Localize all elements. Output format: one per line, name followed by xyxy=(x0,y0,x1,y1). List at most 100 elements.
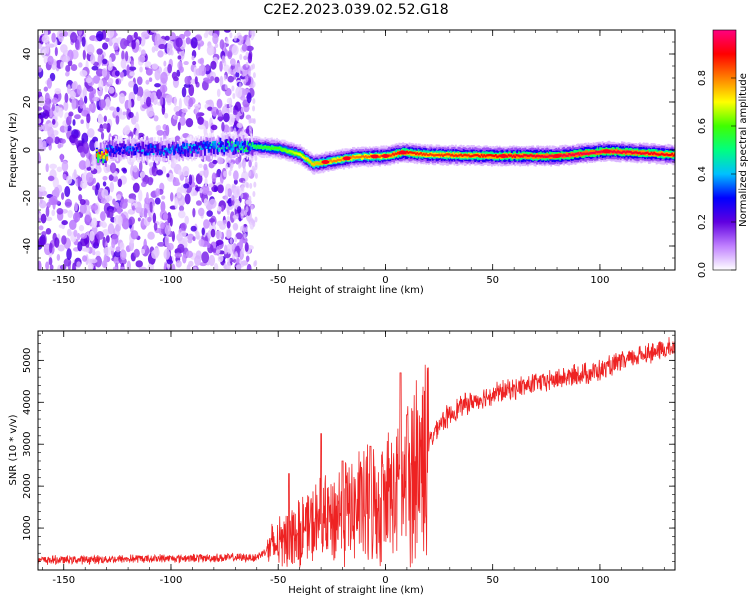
ridge-cell xyxy=(134,143,137,147)
ridge-cell xyxy=(225,147,228,150)
spectrogram-cell xyxy=(223,124,230,135)
spectrogram-cell xyxy=(223,262,227,269)
spectrogram-cell xyxy=(64,198,73,208)
ridge-cell xyxy=(632,151,635,154)
ridge-cell xyxy=(255,146,258,149)
ridge-cell xyxy=(148,143,151,151)
spectrogram-cell xyxy=(50,195,58,205)
spectrogram-cell xyxy=(105,235,110,244)
ridge-cell xyxy=(427,154,430,157)
spectrogram-cell xyxy=(132,165,138,173)
spectrogram-cell xyxy=(163,248,171,260)
ridge-cell xyxy=(319,159,322,165)
spectrogram-cell xyxy=(62,55,71,63)
spectrogram-cell xyxy=(48,257,53,266)
ridge-cell xyxy=(575,152,578,158)
spectrogram-cell xyxy=(91,217,98,228)
ridge-cell xyxy=(237,150,240,153)
ridge-cell xyxy=(662,153,665,156)
spectrogram-cell xyxy=(159,95,164,106)
ridge-cell xyxy=(147,144,150,149)
ridge-cell xyxy=(115,149,118,158)
ridge-cell xyxy=(179,151,182,155)
spectrogram-cell xyxy=(58,107,64,118)
spectrogram-cell xyxy=(216,220,223,227)
spectrogram-cell xyxy=(193,266,198,270)
spectrogram-cell xyxy=(227,68,231,75)
ridge-cell xyxy=(171,145,174,150)
spectrogram-cell xyxy=(151,46,156,53)
ridge-cell xyxy=(176,150,179,153)
spectrogram-cell xyxy=(197,116,204,125)
spectrogram-cell xyxy=(183,83,191,88)
spectrogram-cell xyxy=(219,60,223,72)
ridge-peak xyxy=(553,154,562,158)
ridge-cell xyxy=(204,145,206,148)
spectrogram-cell xyxy=(213,263,219,270)
spectrogram-cell xyxy=(217,157,224,165)
ridge-cell xyxy=(130,150,133,155)
spectrogram-cell xyxy=(92,96,100,102)
ridge-cell xyxy=(165,147,168,150)
spectrogram-cell xyxy=(236,122,243,129)
spectrogram-cell xyxy=(242,180,246,187)
spectrogram-cell xyxy=(154,197,161,205)
spectrogram-cell xyxy=(158,43,167,50)
ridge-cell xyxy=(152,147,155,155)
ridge-cell xyxy=(295,152,298,155)
ridge-cell xyxy=(421,153,424,156)
ridge-cell xyxy=(95,149,98,157)
ridge-cell xyxy=(185,148,188,157)
ridge-cell xyxy=(198,146,201,158)
ridge-cell xyxy=(238,146,241,149)
ridge-cell xyxy=(125,148,128,151)
ridge-cell xyxy=(198,145,201,148)
spectrogram-cell xyxy=(67,84,71,94)
ridge-cell xyxy=(279,148,282,151)
spectrogram-cell xyxy=(167,242,174,251)
ridge-cell xyxy=(104,152,107,155)
spectrogram-cell xyxy=(70,32,78,43)
ridge-cell xyxy=(155,150,157,153)
y-tick-label: 20 xyxy=(22,96,33,109)
ridge-cell xyxy=(306,158,309,161)
spectrogram-cell xyxy=(151,249,159,260)
spectrogram-cell xyxy=(45,261,50,270)
ridge-cell xyxy=(162,152,165,155)
spectrogram-cell xyxy=(96,48,103,55)
ridge-cell xyxy=(547,155,550,158)
ridge-cell xyxy=(156,144,159,149)
spectrogram-cell xyxy=(74,38,80,50)
ridge-cell xyxy=(466,154,469,157)
ridge-cell xyxy=(121,143,124,148)
ridge-cell xyxy=(175,144,178,149)
spectrogram-cell xyxy=(199,187,203,194)
ridge-cell xyxy=(312,163,314,166)
spectrogram-cell xyxy=(140,248,146,255)
spectrogram-cell xyxy=(229,106,233,113)
spectrogram-cell xyxy=(194,255,202,267)
spectrogram-cell xyxy=(198,207,205,217)
ridge-cell xyxy=(192,145,195,154)
spectrogram-cell xyxy=(215,249,221,254)
ridge-cell xyxy=(166,149,169,152)
ridge-cell xyxy=(355,155,358,159)
spectrogram-cell xyxy=(217,116,224,121)
spectrogram-cell xyxy=(116,206,122,215)
ridge-cell xyxy=(565,152,568,157)
ridge-cell xyxy=(227,145,230,153)
spectrogram-cell xyxy=(174,115,179,120)
ridge-cell xyxy=(196,145,199,150)
spectrogram-cell xyxy=(51,209,56,216)
ridge-cell xyxy=(110,145,112,150)
spectrogram-cell xyxy=(109,106,116,111)
spectrogram-cell xyxy=(223,170,227,178)
spectrogram-cell xyxy=(92,177,96,184)
ridge-cell xyxy=(157,148,160,154)
ridge-cell xyxy=(120,143,123,148)
ridge-cell xyxy=(103,152,106,155)
ridge-cell xyxy=(250,147,253,150)
spectrogram-cell xyxy=(70,64,78,72)
spectrogram-cell xyxy=(173,96,177,107)
spectrogram-cell xyxy=(54,136,60,145)
